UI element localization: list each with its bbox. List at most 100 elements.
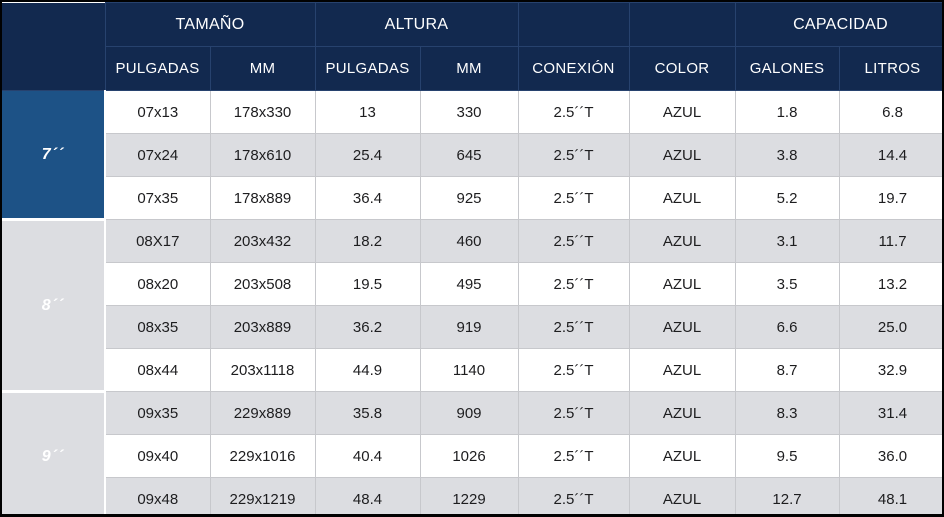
table-cell: 07x13 xyxy=(104,90,211,134)
table-cell: 13.2 xyxy=(838,262,942,306)
column-group-header-capacidad: CAPACIDAD xyxy=(734,2,942,47)
table-cell: 925 xyxy=(419,176,519,220)
table-cell: 229x1219 xyxy=(209,477,316,514)
table-row: 9´´ 09x35 229x889 35.8 909 2.5´´T AZUL 8… xyxy=(2,390,942,514)
table-cell: 07x35 xyxy=(104,176,211,220)
column-header: PULGADAS xyxy=(104,46,211,91)
header-label-row: PULGADAS MM PULGADAS MM CONEXIÓN COLOR G… xyxy=(2,46,942,91)
table-cell: 2.5´´T xyxy=(517,219,630,263)
column-header: GALONES xyxy=(734,46,840,91)
table-cell: 178x889 xyxy=(209,176,316,220)
table-cell: AZUL xyxy=(628,90,736,134)
table-cell: 25.0 xyxy=(838,305,942,349)
table-cell: 2.5´´T xyxy=(517,133,630,177)
table-cell: 203x508 xyxy=(209,262,316,306)
table-cell: 08x20 xyxy=(104,262,211,306)
table-row: 08x35 203x889 36.2 919 2.5´´T AZUL 6.6 2… xyxy=(2,305,942,349)
table-cell: 203x432 xyxy=(209,219,316,263)
table-cell: AZUL xyxy=(628,219,736,263)
table-cell: AZUL xyxy=(628,133,736,177)
table-cell: 25.4 xyxy=(314,133,421,177)
table-cell: 6.6 xyxy=(734,305,840,349)
table-cell: 919 xyxy=(419,305,519,349)
table-cell: 32.9 xyxy=(838,348,942,392)
table-cell: 48.4 xyxy=(314,477,421,514)
column-group-header-blank-1 xyxy=(517,2,630,47)
table-cell: AZUL xyxy=(628,477,736,514)
table-cell: AZUL xyxy=(628,176,736,220)
column-header: LITROS xyxy=(838,46,942,91)
table-cell: 229x889 xyxy=(209,391,316,435)
row-group-label: 9´´ xyxy=(2,390,106,514)
table-row: 07x35 178x889 36.4 925 2.5´´T AZUL 5.2 1… xyxy=(2,176,942,220)
column-group-header-blank-2 xyxy=(628,2,736,47)
table-cell: 203x1118 xyxy=(209,348,316,392)
table-cell: 2.5´´T xyxy=(517,391,630,435)
table-cell: 5.2 xyxy=(734,176,840,220)
table-cell: 08x35 xyxy=(104,305,211,349)
table-row: 7´´ 07x13 178x330 13 330 2.5´´T AZUL 1.8… xyxy=(2,90,942,220)
table-cell: 2.5´´T xyxy=(517,305,630,349)
table-cell: 08X17 xyxy=(104,219,211,263)
table-cell: 1229 xyxy=(419,477,519,514)
table-cell: AZUL xyxy=(628,305,736,349)
table-cell: 6.8 xyxy=(838,90,942,134)
table-cell: 11.7 xyxy=(838,219,942,263)
table-cell: 36.4 xyxy=(314,176,421,220)
table-cell: 44.9 xyxy=(314,348,421,392)
table-cell: 2.5´´T xyxy=(517,477,630,514)
table-row: 08x20 203x508 19.5 495 2.5´´T AZUL 3.5 1… xyxy=(2,262,942,306)
table-cell: 229x1016 xyxy=(209,434,316,478)
table-cell: 8.7 xyxy=(734,348,840,392)
table-cell: 645 xyxy=(419,133,519,177)
table-cell: 19.7 xyxy=(838,176,942,220)
table-cell: 8.3 xyxy=(734,391,840,435)
table-cell: 35.8 xyxy=(314,391,421,435)
table-cell: 2.5´´T xyxy=(517,176,630,220)
table-cell: AZUL xyxy=(628,434,736,478)
table-cell: 08x44 xyxy=(104,348,211,392)
table-cell: 178x610 xyxy=(209,133,316,177)
table-cell: 2.5´´T xyxy=(517,434,630,478)
column-header: MM xyxy=(419,46,519,91)
column-header: CONEXIÓN xyxy=(517,46,630,91)
table-cell: 1140 xyxy=(419,348,519,392)
table-row: 07x24 178x610 25.4 645 2.5´´T AZUL 3.8 1… xyxy=(2,133,942,177)
table-cell: 48.1 xyxy=(838,477,942,514)
table-cell: 13 xyxy=(314,90,421,134)
table-cell: 330 xyxy=(419,90,519,134)
table-cell: 9.5 xyxy=(734,434,840,478)
table-cell: AZUL xyxy=(628,391,736,435)
table-cell: 3.1 xyxy=(734,219,840,263)
table-cell: 203x889 xyxy=(209,305,316,349)
table-cell: 19.5 xyxy=(314,262,421,306)
table-cell: AZUL xyxy=(628,348,736,392)
table-cell: 31.4 xyxy=(838,391,942,435)
column-header: COLOR xyxy=(628,46,736,91)
table-row: 8´´ 08X17 203x432 18.2 460 2.5´´T AZUL 3… xyxy=(2,218,942,392)
column-group-header-altura: ALTURA xyxy=(314,2,519,47)
table-cell: 09x40 xyxy=(104,434,211,478)
table-cell: 460 xyxy=(419,219,519,263)
table-cell: 3.5 xyxy=(734,262,840,306)
table-row: 09x40 229x1016 40.4 1026 2.5´´T AZUL 9.5… xyxy=(2,434,942,478)
column-header: MM xyxy=(209,46,316,91)
table-body: 7´´ 07x13 178x330 13 330 2.5´´T AZUL 1.8… xyxy=(2,90,942,514)
table-cell: 1026 xyxy=(419,434,519,478)
table-cell: 3.8 xyxy=(734,133,840,177)
table-cell: 07x24 xyxy=(104,133,211,177)
table-cell: 909 xyxy=(419,391,519,435)
table-row: 09x48 229x1219 48.4 1229 2.5´´T AZUL 12.… xyxy=(2,477,942,514)
table-cell: 495 xyxy=(419,262,519,306)
table-cell: 36.0 xyxy=(838,434,942,478)
table-cell: AZUL xyxy=(628,262,736,306)
table-cell: 09x48 xyxy=(104,477,211,514)
table-cell: 2.5´´T xyxy=(517,348,630,392)
table-cell: 14.4 xyxy=(838,133,942,177)
table-cell: 2.5´´T xyxy=(517,90,630,134)
column-group-header-tamano: TAMAÑO xyxy=(104,2,316,47)
row-group-label: 8´´ xyxy=(2,218,106,392)
table-cell: 178x330 xyxy=(209,90,316,134)
